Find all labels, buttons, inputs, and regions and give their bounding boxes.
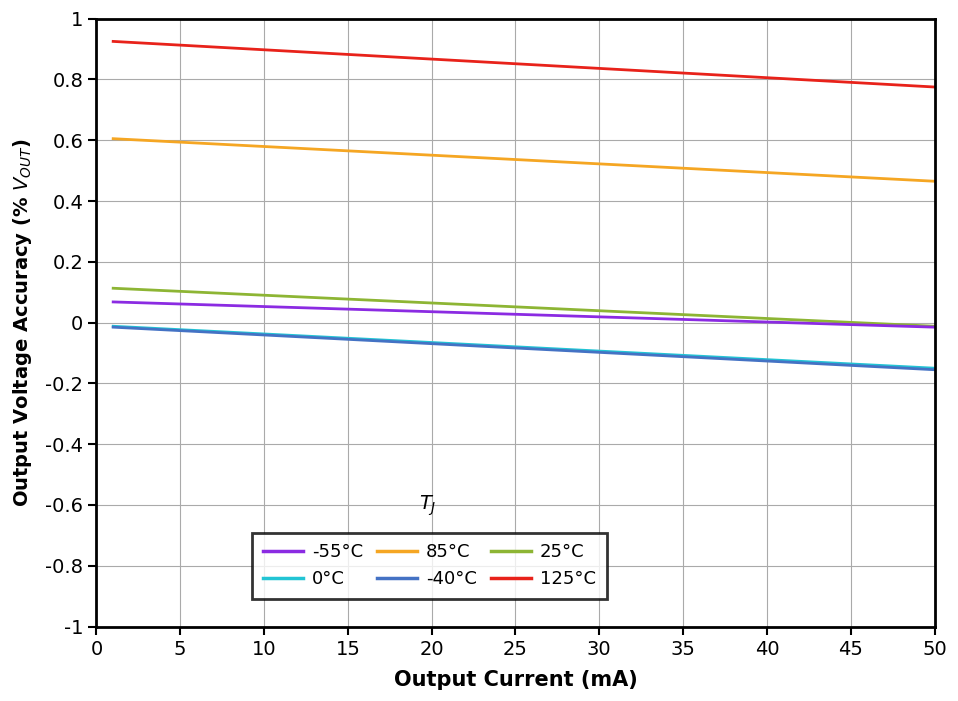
Legend: -55°C, 0°C, 85°C, -40°C, 25°C, 125°C: -55°C, 0°C, 85°C, -40°C, 25°C, 125°C [252,533,607,599]
X-axis label: Output Current (mA): Output Current (mA) [394,670,637,690]
Text: $T_J$: $T_J$ [419,494,436,519]
Y-axis label: Output Voltage Accuracy (% $V_{OUT}$): Output Voltage Accuracy (% $V_{OUT}$) [11,138,34,507]
